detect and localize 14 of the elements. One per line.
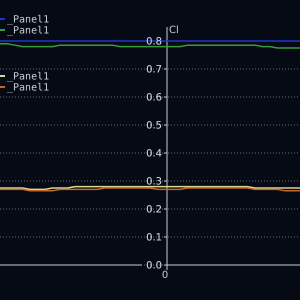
y-tick-label: 0.5 xyxy=(146,120,162,132)
y-axis-title: Cl xyxy=(169,25,179,36)
legend-label: _Panel1 xyxy=(7,82,50,94)
y-tick-label: 0.0 xyxy=(146,260,162,272)
y-tick-label: 0.7 xyxy=(146,64,162,76)
x-tick-label: 0 xyxy=(162,270,168,281)
y-tick-label: 0.3 xyxy=(146,176,162,188)
y-tick-label: 0.4 xyxy=(146,148,162,160)
legend-label: _Panel1 xyxy=(7,26,50,36)
legend-label: _Panel1 xyxy=(7,72,50,82)
y-tick-label: 0.1 xyxy=(146,232,162,244)
y-tick-label: 0.2 xyxy=(146,204,162,216)
y-tick-label: 0.6 xyxy=(146,92,162,104)
legend-label: _Panel1 xyxy=(7,14,50,26)
